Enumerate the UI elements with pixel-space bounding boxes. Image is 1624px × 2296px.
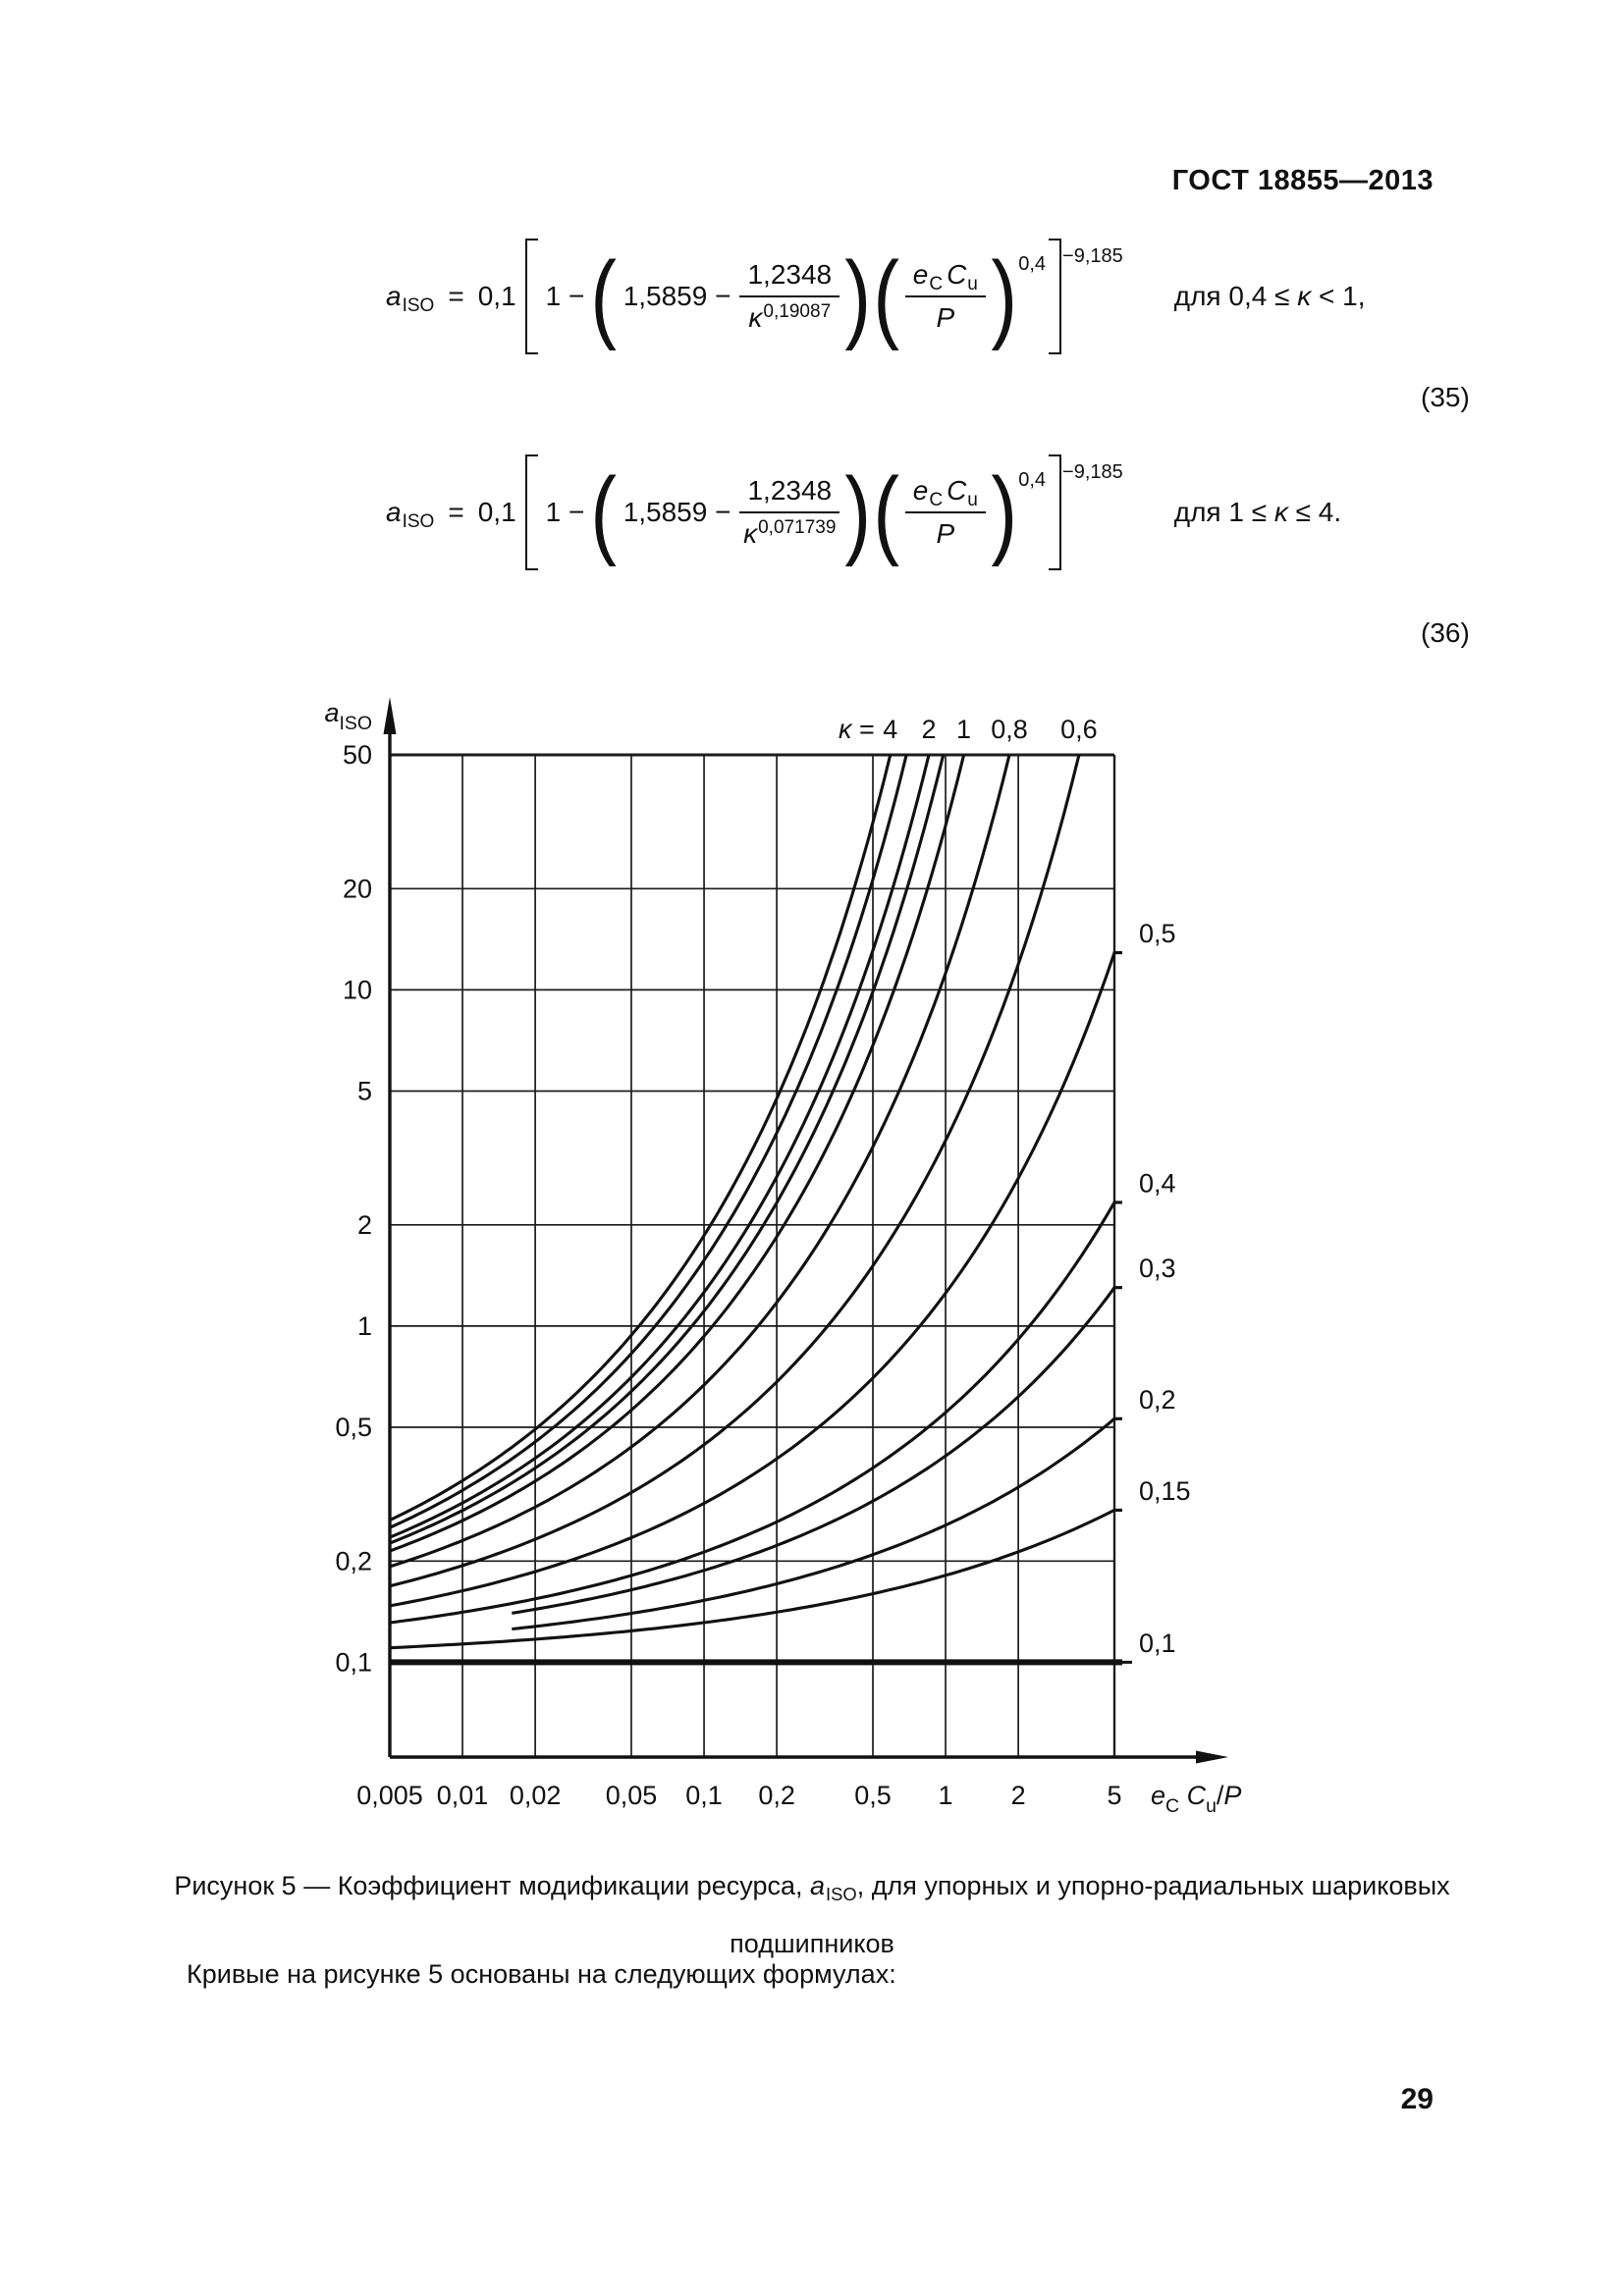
left-paren: (	[590, 457, 618, 567]
right-paren: )	[991, 241, 1017, 351]
eq-constant: 1,5859 −	[623, 497, 731, 527]
svg-text:aISO: aISO	[324, 698, 372, 734]
eq-lhs: aISO	[386, 497, 435, 533]
fraction-kappa: 1,2348 κ0,19087	[739, 259, 840, 334]
svg-text:0,1: 0,1	[1139, 1629, 1176, 1658]
figure-caption: Рисунок 5 — Коэффициент модификации ресу…	[71, 1858, 1553, 1971]
right-square-bracket	[1049, 454, 1062, 570]
svg-text:0,1: 0,1	[685, 1781, 723, 1810]
curve-kappa-1,5	[389, 754, 946, 1545]
right-paren: )	[991, 457, 1017, 567]
figure-caption-line2: подшипников	[730, 1929, 894, 1958]
svg-text:5: 5	[1107, 1781, 1121, 1810]
eq-lhs: aISO	[386, 281, 435, 317]
left-paren: (	[590, 241, 618, 351]
svg-text:0,02: 0,02	[510, 1781, 562, 1810]
svg-text:0,6: 0,6	[1060, 715, 1098, 744]
svg-text:0,01: 0,01	[437, 1781, 489, 1810]
fraction-load-ratio: eC Cu P	[904, 475, 986, 550]
eq-coefficient: 0,1	[477, 497, 516, 527]
eq-condition: для 0,4 ≤ κ < 1,	[1173, 281, 1366, 311]
svg-text:0,2: 0,2	[758, 1781, 795, 1810]
y-axis-arrow	[383, 697, 397, 734]
formula-35: aISO = 0,1 1 − ( 1,5859 − 1,2348 κ0,1908…	[381, 239, 1365, 354]
eq-condition: для 1 ≤ κ ≤ 4.	[1173, 497, 1342, 527]
fraction-load-ratio: eC Cu P	[904, 259, 986, 334]
fraction-kappa: 1,2348 κ0,071739	[739, 475, 840, 550]
left-paren: (	[873, 241, 900, 351]
svg-text:0,4: 0,4	[1139, 1168, 1176, 1198]
left-square-bracket	[524, 454, 538, 570]
svg-text:0,3: 0,3	[1139, 1254, 1176, 1283]
curve-kappa-2	[389, 754, 931, 1539]
svg-text:4: 4	[883, 715, 897, 744]
eq-one-minus: 1 −	[545, 497, 585, 527]
right-square-bracket	[1049, 239, 1062, 354]
curve-kappa-0,15	[389, 1508, 1122, 1650]
svg-text:50: 50	[343, 740, 372, 770]
running-header: ГОСТ 18855—2013	[1171, 165, 1434, 196]
right-paren: )	[844, 241, 872, 351]
curve-kappa-0,8	[389, 754, 1011, 1569]
curve-kappa-0,3	[512, 1286, 1122, 1615]
svg-text:20: 20	[343, 874, 372, 903]
curve-kappa-1	[389, 754, 966, 1553]
svg-text:2: 2	[921, 715, 936, 744]
equals-sign: =	[448, 497, 464, 527]
equation-number-35: (35)	[1421, 382, 1470, 412]
paren-exponent: 0,4	[1018, 469, 1047, 491]
svg-text:0,15: 0,15	[1139, 1476, 1191, 1506]
svg-text:κ =: κ =	[839, 715, 875, 744]
curve-kappa-0,6	[389, 754, 1081, 1588]
svg-text:0,1: 0,1	[335, 1647, 372, 1677]
body-paragraph: Кривые на рисунке 5 основаны на следующи…	[187, 1959, 896, 1989]
curve-kappa-0,4	[389, 1201, 1122, 1625]
svg-text:2: 2	[357, 1210, 372, 1240]
right-paren: )	[844, 457, 872, 567]
eq-coefficient: 0,1	[477, 281, 516, 311]
curve-kappa-0,2	[512, 1416, 1122, 1631]
left-square-bracket	[524, 239, 538, 354]
eq-constant: 1,5859 −	[623, 281, 731, 311]
equals-sign: =	[448, 281, 464, 311]
svg-text:0,005: 0,005	[356, 1781, 423, 1810]
curve-kappa-3	[389, 754, 908, 1529]
svg-text:5: 5	[357, 1077, 372, 1106]
svg-text:0,5: 0,5	[854, 1781, 892, 1810]
bracket-exponent: −9,185	[1062, 461, 1123, 483]
svg-text:1: 1	[357, 1311, 372, 1341]
svg-text:2: 2	[1011, 1781, 1026, 1810]
svg-text:0,5: 0,5	[1139, 919, 1176, 948]
paren-exponent: 0,4	[1018, 253, 1047, 275]
x-axis-arrow	[1196, 1750, 1228, 1764]
svg-text:0,2: 0,2	[1139, 1385, 1176, 1415]
formula-36: aISO = 0,1 1 − ( 1,5859 − 1,2348 κ0,0717…	[381, 454, 1341, 570]
page-number: 29	[1400, 2083, 1434, 2115]
svg-text:1: 1	[956, 715, 971, 744]
svg-text:0,8: 0,8	[991, 715, 1028, 744]
bracket-exponent: −9,185	[1062, 245, 1123, 267]
svg-text:1: 1	[939, 1781, 953, 1810]
svg-text:10: 10	[343, 975, 372, 1004]
left-paren: (	[873, 457, 900, 567]
eq-one-minus: 1 −	[545, 281, 585, 311]
curve-kappa-4	[389, 754, 893, 1522]
svg-text:0,5: 0,5	[335, 1413, 372, 1442]
curve-kappa-0,5	[389, 951, 1122, 1608]
svg-text:eC Cu/P: eC Cu/P	[1151, 1781, 1241, 1817]
equation-number-36: (36)	[1421, 617, 1470, 648]
svg-text:0,2: 0,2	[335, 1546, 372, 1575]
svg-text:0,05: 0,05	[606, 1781, 658, 1810]
